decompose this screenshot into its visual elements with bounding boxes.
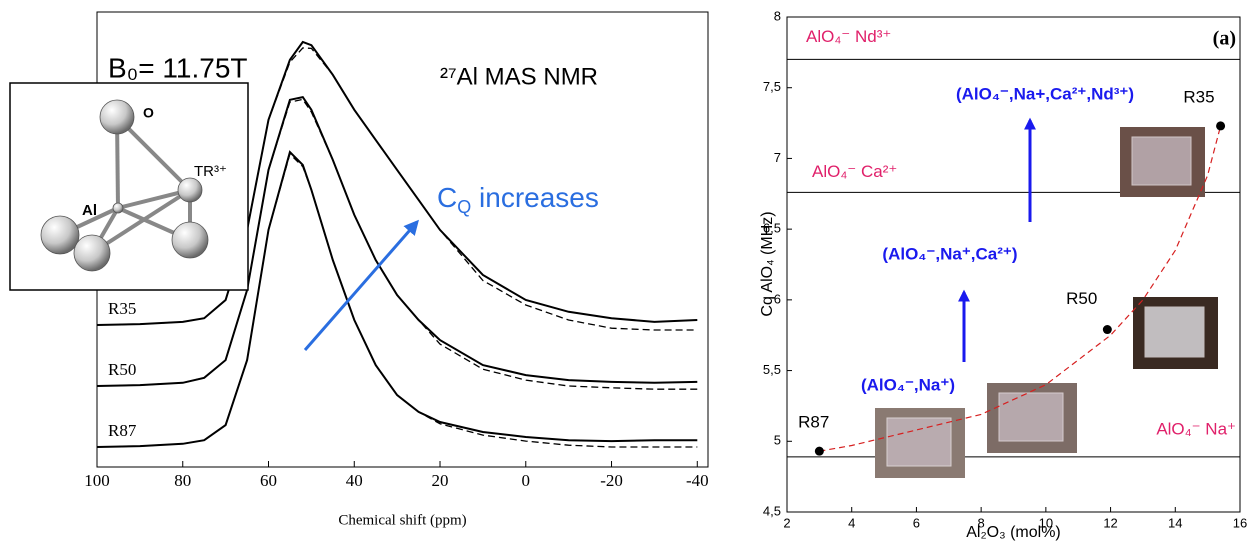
x-tick-label: 60: [260, 471, 277, 490]
field-label: B₀= 11.75T: [108, 52, 248, 83]
series-label: R50: [108, 360, 136, 379]
atom: [73, 234, 111, 272]
environment-label: (AlO₄⁻,Na⁺): [861, 375, 955, 394]
x-tick-label: 20: [432, 471, 449, 490]
trend-label: CQ increases: [437, 182, 599, 216]
y-tick-label: 6,5: [763, 221, 781, 236]
x-tick-label: 6: [913, 515, 920, 530]
cq-panel: 4,5 5 5,5 6 6,5 7 7,5 8 2 4 6 8 10 12 14 16 Al₂O₃ (mol%)…: [759, 8, 1247, 541]
environment-label: (AlO₄⁻,Na⁺,Ca²⁺): [882, 244, 1017, 263]
plot-frame: [786, 16, 1241, 513]
atom: [99, 99, 135, 135]
threshold-label: AlO₄⁻ Na⁺: [1156, 419, 1236, 438]
atom-label: O: [143, 105, 154, 121]
y-tick-label: 5: [774, 433, 781, 448]
point-label: R35: [1183, 87, 1214, 106]
threshold-label: AlO₄⁻ Nd³⁺: [806, 27, 891, 46]
x-axis-label: Al₂O₃ (mol%): [966, 524, 1061, 541]
point-label: R87: [798, 413, 829, 432]
x-tick-label: -20: [600, 471, 623, 490]
trend-label-part: Q: [457, 197, 471, 217]
data-point: [814, 446, 824, 456]
y-axis-label: Cq AlO₄ (MHz): [759, 211, 776, 316]
nucleus-label: ²⁷Al MAS NMR: [440, 63, 598, 90]
fit-line: [96, 152, 698, 448]
atom-label: Al: [82, 202, 97, 219]
sample-glass: [1144, 306, 1205, 358]
atom: [177, 177, 203, 203]
x-tick-label: 2: [783, 515, 790, 530]
point-label: R50: [1066, 289, 1097, 308]
atom: [112, 202, 124, 214]
fit-line: [96, 98, 698, 390]
y-tick-label: 6: [774, 291, 781, 306]
x-tick-label: 10: [1039, 515, 1053, 530]
trend-arrow: [303, 219, 419, 351]
nmr-panel: 100 80 60 40 20 0 -20 -40 Chemical shift (ppm) R3…: [9, 11, 709, 528]
y-tick-label: 7: [774, 150, 781, 165]
atom: [40, 215, 80, 255]
series-label: R35: [108, 299, 136, 318]
x-tick-label: 4: [848, 515, 855, 530]
data-point: [1216, 121, 1226, 131]
x-tick-label: 0: [522, 471, 531, 490]
y-tick-label: 7,5: [763, 79, 781, 94]
x-tick-label: 16: [1233, 515, 1247, 530]
x-axis-label: Chemical shift (ppm): [338, 512, 466, 528]
x-tick-label: -40: [686, 471, 709, 490]
y-tick-label: 8: [774, 8, 781, 23]
y-tick-label: 5,5: [763, 362, 781, 377]
sample-glass: [1131, 136, 1192, 186]
x-tick-label: 12: [1103, 515, 1117, 530]
x-tick-label: 40: [346, 471, 363, 490]
x-tick-label: 100: [84, 471, 110, 490]
bond: [90, 188, 192, 255]
y-tick-label: 4,5: [763, 503, 781, 518]
data-point: [1102, 325, 1112, 335]
trend-label-part: increases: [471, 182, 599, 213]
environment-label: (AlO₄⁻,Na+,Ca²⁺,Nd³⁺): [956, 84, 1134, 103]
x-tick-label: 80: [174, 471, 191, 490]
x-tick-label: 14: [1168, 515, 1182, 530]
atom: [171, 221, 209, 259]
atom-label: TR³⁺: [194, 163, 227, 180]
series-label: R87: [108, 421, 137, 440]
sample-glass: [998, 392, 1064, 442]
threshold-label: AlO₄⁻ Ca²⁺: [812, 162, 897, 181]
fit-line: [96, 47, 698, 331]
panel-label: (a): [1213, 28, 1236, 50]
trend-label-part: C: [437, 182, 457, 213]
sample-glass: [886, 417, 952, 467]
x-tick-label: 8: [978, 515, 985, 530]
